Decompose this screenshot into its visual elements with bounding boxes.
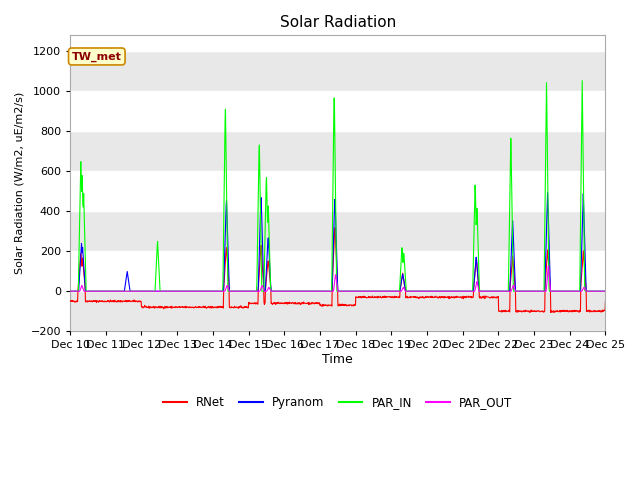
Bar [70, 211, 605, 251]
PAR_IN [67, 288, 74, 294]
Pyranom [305, 288, 312, 294]
RNet [371, 294, 379, 300]
Pyranom [314, 288, 322, 294]
RNet [108, 299, 115, 304]
PAR_IN [129, 288, 137, 294]
PAR_OUT [108, 288, 115, 294]
Line: RNet: RNet [70, 228, 605, 312]
RNet [314, 300, 322, 306]
Pyranom [129, 288, 137, 294]
Pyranom [293, 288, 301, 294]
Line: PAR_OUT: PAR_OUT [70, 266, 605, 291]
RNet [332, 225, 339, 231]
Legend: RNet, Pyranom, PAR_IN, PAR_OUT: RNet, Pyranom, PAR_IN, PAR_OUT [158, 392, 517, 414]
Pyranom [67, 288, 74, 294]
PAR_IN [305, 288, 312, 294]
PAR_OUT [314, 288, 322, 294]
PAR_IN [602, 288, 609, 294]
X-axis label: Time: Time [323, 353, 353, 366]
PAR_OUT [602, 288, 609, 294]
PAR_IN [371, 288, 379, 294]
PAR_IN [293, 288, 301, 294]
RNet [550, 310, 558, 315]
Bar [70, 132, 605, 171]
Bar [70, 51, 605, 91]
Title: Solar Radiation: Solar Radiation [280, 15, 396, 30]
RNet [602, 298, 609, 304]
PAR_IN [108, 288, 115, 294]
PAR_IN [579, 78, 586, 84]
PAR_OUT [293, 288, 301, 294]
Pyranom [108, 288, 115, 294]
PAR_OUT [305, 288, 312, 294]
RNet [293, 300, 301, 306]
PAR_OUT [67, 288, 74, 294]
RNet [67, 298, 74, 304]
Bar [70, 291, 605, 331]
RNet [129, 298, 137, 303]
Text: TW_met: TW_met [72, 51, 122, 61]
PAR_OUT [545, 263, 552, 269]
PAR_OUT [129, 288, 137, 294]
Pyranom [544, 190, 552, 195]
PAR_IN [314, 288, 322, 294]
Line: Pyranom: Pyranom [70, 192, 605, 291]
PAR_OUT [371, 288, 379, 294]
Pyranom [371, 288, 379, 294]
RNet [305, 300, 312, 305]
Pyranom [602, 288, 609, 294]
Y-axis label: Solar Radiation (W/m2, uE/m2/s): Solar Radiation (W/m2, uE/m2/s) [15, 92, 25, 275]
Line: PAR_IN: PAR_IN [70, 81, 605, 291]
